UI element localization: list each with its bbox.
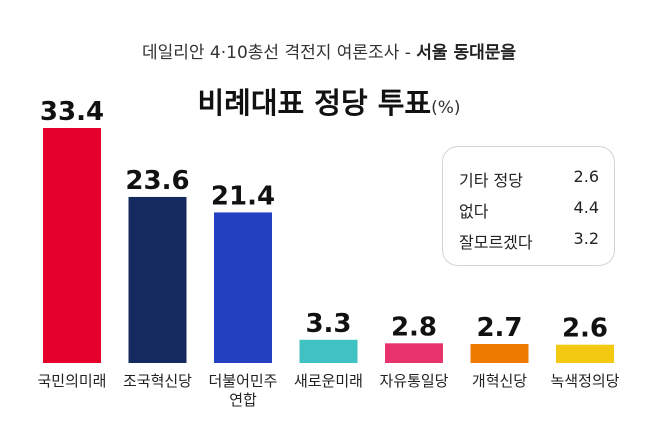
others-label: 잘모르겠다 (459, 233, 533, 252)
chart-subtitle: 데일리안 4·10총선 격전지 여론조사 - 서울 동대문을 (0, 38, 658, 63)
others-label: 없다 (459, 202, 489, 221)
bar (556, 344, 614, 363)
bar (299, 339, 358, 363)
bar (43, 128, 101, 363)
category-label: 더불어민주 연합 (208, 372, 277, 409)
subtitle-prefix: 데일리안 4·10총선 격전지 여론조사 - (141, 43, 417, 63)
bar-value-label: 2.8 (391, 312, 437, 342)
bar (214, 212, 272, 363)
bar-value-label: 2.6 (562, 314, 608, 344)
bar-value-label: 3.3 (305, 309, 351, 339)
category-label: 개혁신당 (472, 372, 527, 390)
bar-value-label: 21.4 (211, 181, 275, 211)
others-value: 3.2 (573, 229, 599, 248)
bar-value-label: 23.6 (125, 166, 189, 196)
category-label: 자유통일당 (379, 372, 448, 390)
bar (470, 344, 529, 363)
bar-value-label: 2.7 (476, 313, 522, 343)
category-label: 새로운미래 (294, 372, 363, 390)
others-value: 4.4 (573, 198, 599, 217)
bar (128, 196, 187, 363)
others-box: 기타 정당 2.6 없다 4.4 잘모르겠다 3.2 (442, 146, 615, 266)
category-label: 녹색정의당 (550, 372, 619, 390)
chart-title-text: 비례대표 정당 투표 (197, 86, 432, 120)
others-value: 2.6 (573, 167, 599, 186)
category-label: 조국혁신당 (123, 372, 192, 390)
category-label: 국민의미래 (37, 372, 106, 390)
bar-value-label: 33.4 (40, 97, 104, 127)
bar (385, 343, 443, 363)
chart-title-unit: (%) (431, 98, 461, 118)
others-label: 기타 정당 (459, 171, 523, 190)
subtitle-region: 서울 동대문을 (416, 43, 517, 63)
chart-title: 비례대표 정당 투표(%) (0, 80, 658, 122)
